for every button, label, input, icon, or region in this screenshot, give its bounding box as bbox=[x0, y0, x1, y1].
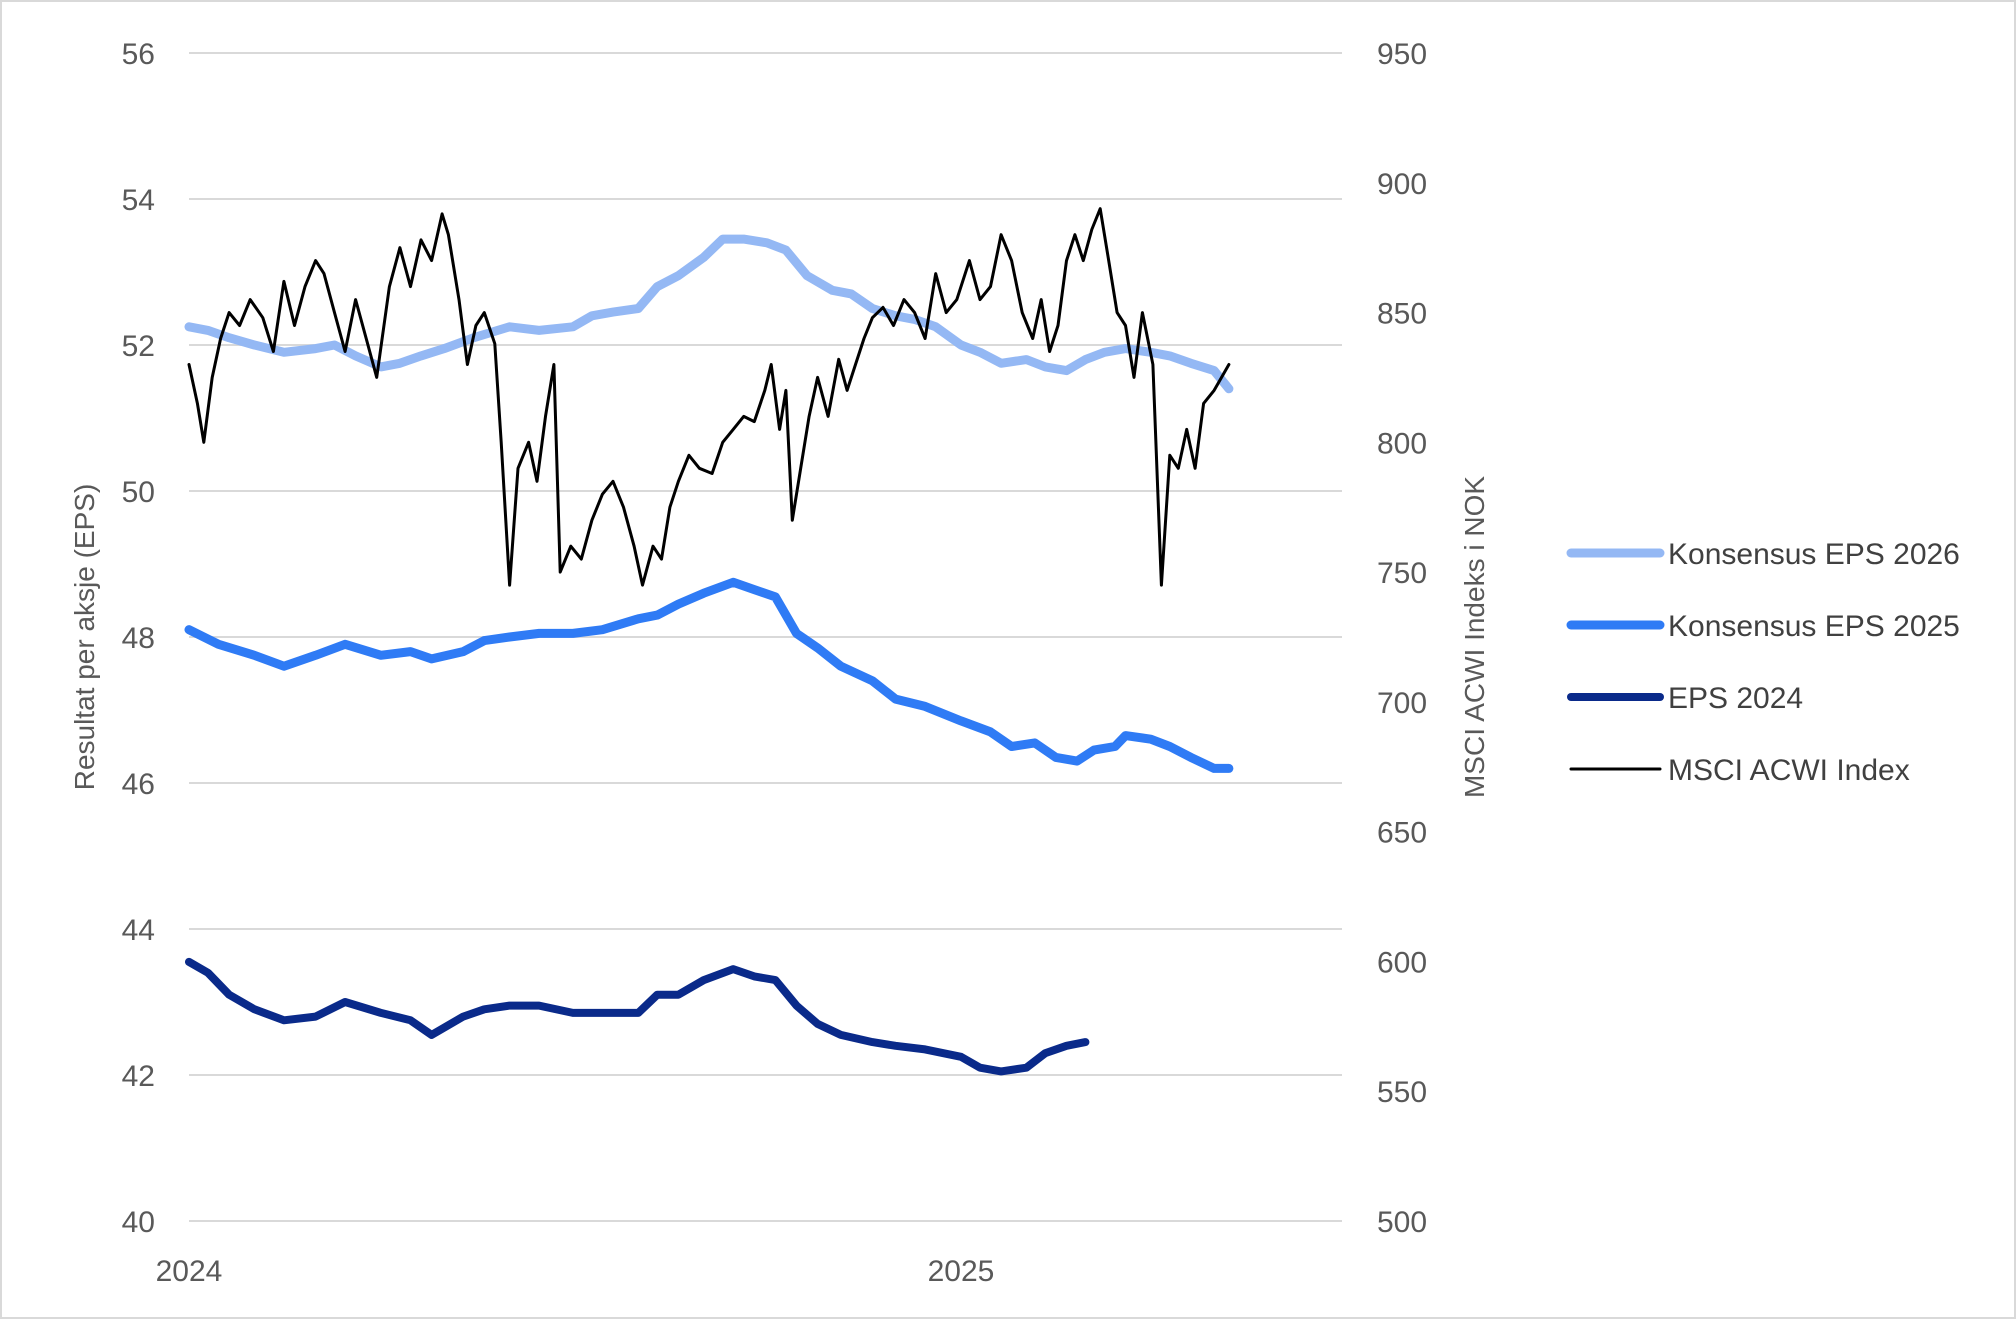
x-tick-label: 2024 bbox=[156, 1255, 223, 1288]
series-line-2 bbox=[184, 577, 1234, 773]
x-tick-label: 2025 bbox=[928, 1255, 995, 1288]
right-tick-label: 900 bbox=[1377, 168, 1427, 201]
right-axis-title: MSCI ACWI Indeks i NOK bbox=[1459, 476, 1490, 798]
left-tick-label: 46 bbox=[122, 768, 155, 801]
x-axis-ticks: 2024 2025 bbox=[156, 1255, 995, 1288]
left-tick-label: 40 bbox=[122, 1206, 155, 1239]
series-line-3 bbox=[185, 957, 1090, 1076]
right-axis-ticks: 500 550 600 650 700 750 800 850 900 950 bbox=[1377, 38, 1427, 1239]
legend: Konsensus EPS 2026 Konsensus EPS 2025 EPS … bbox=[1566, 538, 1960, 787]
right-tick-label: 750 bbox=[1377, 557, 1427, 590]
right-tick-label: 500 bbox=[1377, 1206, 1427, 1239]
legend-label: Konsensus EPS 2025 bbox=[1668, 610, 1960, 643]
series-lines bbox=[184, 207, 1234, 1076]
series-line-4 bbox=[187, 207, 1231, 587]
left-axis-ticks: 40 42 44 46 48 50 52 54 56 bbox=[122, 38, 155, 1239]
gridlines bbox=[189, 52, 1342, 1222]
right-tick-label: 800 bbox=[1377, 427, 1427, 460]
right-tick-label: 700 bbox=[1377, 687, 1427, 720]
left-tick-label: 44 bbox=[122, 914, 155, 947]
right-tick-label: 850 bbox=[1377, 298, 1427, 331]
right-tick-label: 600 bbox=[1377, 946, 1427, 979]
left-axis-title: Resultat per aksje (EPS) bbox=[69, 484, 100, 791]
right-tick-label: 950 bbox=[1377, 38, 1427, 71]
right-tick-label: 650 bbox=[1377, 817, 1427, 850]
series-line-1 bbox=[184, 234, 1234, 394]
left-tick-label: 50 bbox=[122, 476, 155, 509]
left-tick-label: 52 bbox=[122, 330, 155, 363]
left-tick-label: 42 bbox=[122, 1060, 155, 1093]
legend-label: MSCI ACWI Index bbox=[1668, 754, 1910, 787]
left-tick-label: 48 bbox=[122, 622, 155, 655]
legend-label: EPS 2024 bbox=[1668, 682, 1803, 715]
legend-label: Konsensus EPS 2026 bbox=[1668, 538, 1960, 571]
right-tick-label: 550 bbox=[1377, 1076, 1427, 1109]
left-tick-label: 56 bbox=[122, 38, 155, 71]
left-tick-label: 54 bbox=[122, 184, 155, 217]
